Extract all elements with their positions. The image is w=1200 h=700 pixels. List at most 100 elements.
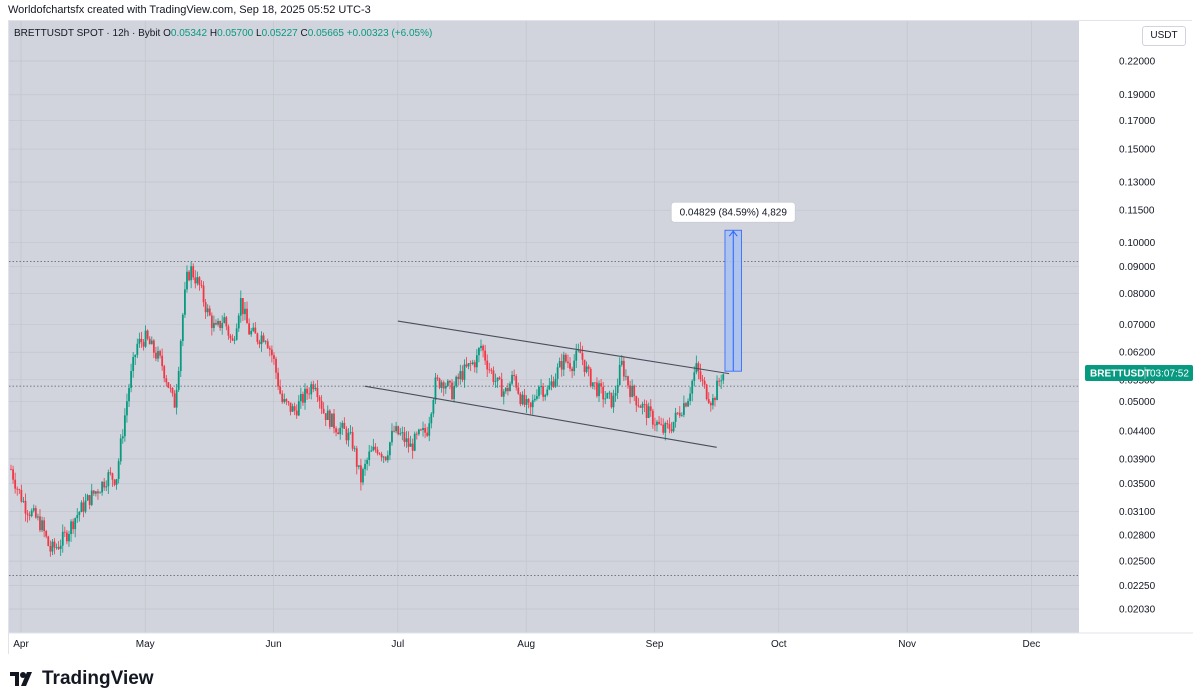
candle-body — [662, 424, 665, 433]
candle-body — [204, 302, 207, 313]
candle-body — [558, 361, 561, 368]
candle-body — [366, 460, 369, 464]
candle-body — [109, 472, 112, 474]
candle-body — [302, 393, 304, 403]
x-tick-label: Oct — [771, 639, 787, 650]
candle-body — [188, 271, 190, 281]
candle-body — [190, 266, 193, 281]
y-tick-label: 0.03500 — [1119, 479, 1156, 490]
candle-body — [163, 366, 166, 379]
candle-body — [488, 369, 491, 371]
candle-body — [378, 453, 381, 455]
candle-body — [660, 423, 663, 425]
candle-body — [467, 363, 470, 367]
candle-body — [552, 381, 555, 387]
tradingview-logo[interactable]: TradingView — [10, 668, 154, 690]
currency-button[interactable]: USDT — [1142, 26, 1186, 46]
candle-body — [517, 387, 520, 394]
candle-body — [507, 387, 509, 392]
candle-body — [355, 448, 358, 467]
candle-body — [74, 518, 77, 530]
candle-body — [546, 389, 549, 395]
candle-body — [55, 546, 58, 548]
x-tick-label: Nov — [898, 639, 916, 650]
candle-body — [529, 402, 532, 408]
candle-body — [12, 469, 14, 480]
candle-body — [345, 428, 348, 441]
candle-body — [119, 438, 122, 462]
candle-body — [107, 472, 110, 487]
x-tick-label: Aug — [517, 639, 535, 650]
candle-body — [707, 399, 710, 403]
candle-body — [718, 380, 721, 382]
candle-body — [693, 372, 696, 381]
candle-body — [380, 454, 383, 458]
candle-body — [134, 354, 137, 358]
candle-body — [196, 277, 199, 284]
candle-body — [357, 465, 360, 467]
measure-label: 0.04829 (84.59%) 4,829 — [670, 201, 796, 223]
candle-body — [88, 495, 91, 505]
candle-body — [331, 413, 333, 427]
candle-body — [353, 448, 356, 450]
candle-body — [426, 432, 429, 436]
y-tick-label: 0.03900 — [1119, 454, 1156, 465]
change-value: +0.00323 (+6.05%) — [346, 28, 433, 39]
candle-body — [314, 387, 317, 390]
candle-body — [449, 380, 451, 383]
y-tick-label: 0.02250 — [1119, 581, 1156, 592]
candle-body — [70, 521, 72, 535]
candle-body — [550, 381, 553, 386]
candle-body — [24, 500, 27, 514]
candle-body — [192, 266, 195, 278]
candle-body — [670, 429, 673, 432]
candle-body — [256, 333, 259, 342]
candle-body — [612, 395, 615, 408]
candle-body — [399, 433, 402, 435]
candle-body — [177, 371, 180, 390]
candle-body — [465, 364, 468, 367]
candle-body — [142, 342, 145, 347]
brand-name: TradingView — [42, 668, 154, 689]
candle-body — [407, 438, 410, 447]
candle-body — [270, 349, 273, 356]
candle-body — [22, 500, 25, 502]
y-tick-label: 0.09000 — [1119, 262, 1156, 273]
candle-body — [360, 465, 362, 483]
candle-body — [34, 508, 37, 518]
candle-body — [685, 403, 687, 407]
candle-body — [620, 360, 623, 365]
candle-body — [461, 371, 464, 380]
candle-body — [351, 432, 354, 449]
candle-body — [509, 383, 511, 392]
candle-body — [691, 380, 694, 394]
candle-body — [666, 423, 669, 425]
candle-body — [32, 508, 35, 511]
candle-body — [215, 322, 217, 325]
candle-body — [716, 380, 718, 401]
candle-body — [159, 351, 161, 356]
tradingview-logo-icon — [10, 672, 32, 686]
candle-body — [113, 479, 116, 485]
chart-area[interactable]: 0.22000 0.19000 0.17000 0.15000 0.13000 0.115… — [8, 20, 1193, 655]
symbol-title: BRETTUSDT SPOT · 12h · Bybit — [14, 28, 161, 39]
price-chart[interactable]: 0.22000 0.19000 0.17000 0.15000 0.13000 0.115… — [9, 21, 1193, 655]
y-tick-label: 0.02800 — [1119, 531, 1156, 542]
candle-body — [596, 382, 598, 397]
candle-body — [639, 406, 642, 408]
candle-body — [384, 456, 387, 461]
candle-body — [250, 330, 253, 335]
candle-body — [289, 402, 292, 412]
candle-body — [362, 469, 364, 483]
candle-body — [244, 308, 246, 315]
candle-body — [689, 393, 692, 401]
candle-body — [146, 330, 149, 339]
candle-body — [664, 423, 667, 433]
candle-body — [150, 340, 153, 345]
candle-body — [397, 426, 400, 435]
candle-body — [403, 432, 406, 442]
candle-body — [246, 308, 248, 324]
candle-body — [283, 399, 286, 403]
candle-body — [316, 387, 319, 398]
candle-body — [705, 384, 708, 400]
